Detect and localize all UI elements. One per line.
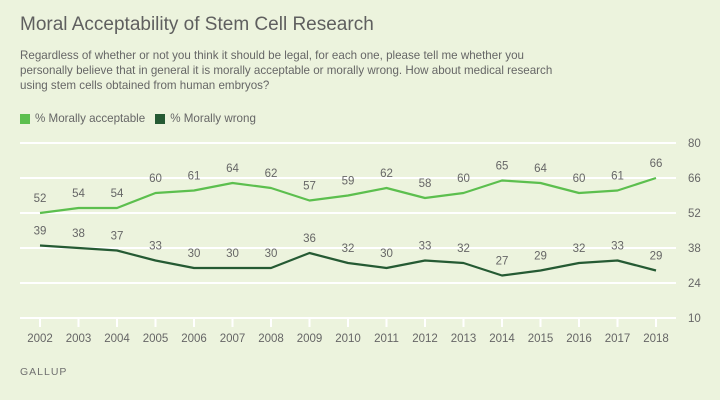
chart-title: Moral Acceptability of Stem Cell Researc… (20, 14, 374, 35)
x-tick-label: 2014 (489, 333, 515, 345)
x-tick-label: 2004 (104, 333, 130, 345)
data-label-acceptable: 60 (457, 173, 470, 185)
x-tick-label: 2013 (451, 333, 477, 345)
data-label-wrong: 30 (226, 248, 239, 260)
data-label-wrong: 30 (188, 248, 201, 260)
data-label-wrong: 29 (650, 251, 663, 263)
y-tick-label: 10 (688, 313, 701, 325)
data-label-acceptable: 62 (380, 168, 393, 180)
legend-swatch-acceptable (20, 113, 30, 124)
data-label-wrong: 32 (573, 243, 586, 255)
x-tick-label: 2003 (66, 333, 92, 345)
data-label-wrong: 32 (342, 243, 355, 255)
y-tick-label: 52 (688, 208, 701, 220)
data-label-acceptable: 66 (650, 158, 663, 170)
data-label-wrong: 36 (303, 233, 316, 245)
data-label-acceptable: 61 (188, 171, 201, 183)
y-tick-label: 38 (688, 243, 701, 255)
gallup-logo-text: GALLUP (20, 366, 68, 378)
legend-label-acceptable: % Morally acceptable (35, 112, 146, 125)
series-line-acceptable (39, 176, 657, 215)
data-label-wrong: 30 (380, 248, 393, 260)
legend-swatch-wrong (155, 113, 166, 124)
data-label-acceptable: 57 (303, 181, 316, 193)
x-tick-label: 2018 (643, 333, 669, 345)
x-tick-label: 2012 (412, 333, 438, 345)
y-tick-label: 24 (688, 278, 701, 290)
x-tick-label: 2015 (528, 333, 554, 345)
data-label-wrong: 37 (111, 231, 124, 243)
data-label-wrong: 39 (34, 226, 47, 238)
legend-item-wrong: % Morally wrong (155, 112, 256, 125)
data-label-wrong: 33 (149, 241, 162, 253)
data-label-acceptable: 65 (496, 161, 509, 173)
data-label-acceptable: 64 (226, 163, 239, 175)
data-label-acceptable: 60 (573, 173, 586, 185)
data-label-acceptable: 64 (534, 163, 547, 175)
x-tick-label: 2006 (181, 333, 207, 345)
y-tick-label: 80 (688, 138, 701, 150)
x-tick-label: 2010 (335, 333, 361, 345)
x-tick-label: 2007 (220, 333, 246, 345)
chart-subtitle: Regardless of whether or not you think i… (20, 49, 553, 92)
legend: % Morally acceptable % Morally wrong (20, 112, 266, 125)
data-label-wrong: 33 (419, 241, 432, 253)
x-tick-label: 2011 (374, 333, 399, 345)
data-label-wrong: 30 (265, 248, 278, 260)
data-label-wrong: 29 (534, 251, 547, 263)
data-label-wrong: 38 (72, 228, 85, 240)
data-label-acceptable: 52 (34, 193, 47, 205)
x-tick-label: 2005 (143, 333, 169, 345)
data-label-acceptable: 54 (72, 188, 85, 200)
legend-item-acceptable: % Morally acceptable (20, 112, 145, 125)
x-tick-label: 2008 (258, 333, 284, 345)
x-tick-label: 2009 (297, 333, 323, 345)
x-tick-label: 2016 (566, 333, 592, 345)
data-label-acceptable: 59 (342, 176, 355, 188)
series-line-wrong (39, 244, 657, 277)
data-label-acceptable: 58 (419, 178, 432, 190)
data-label-acceptable: 60 (149, 173, 162, 185)
data-label-wrong: 32 (457, 243, 470, 255)
data-label-wrong: 33 (611, 241, 624, 253)
data-label-acceptable: 61 (611, 171, 624, 183)
data-label-acceptable: 62 (265, 168, 278, 180)
data-label-wrong: 27 (496, 256, 509, 268)
x-tick-label: 2017 (605, 333, 631, 345)
legend-label-wrong: % Morally wrong (170, 112, 256, 125)
x-tick-label: 2002 (27, 333, 53, 345)
data-label-acceptable: 54 (111, 188, 124, 200)
y-tick-label: 66 (688, 173, 701, 185)
